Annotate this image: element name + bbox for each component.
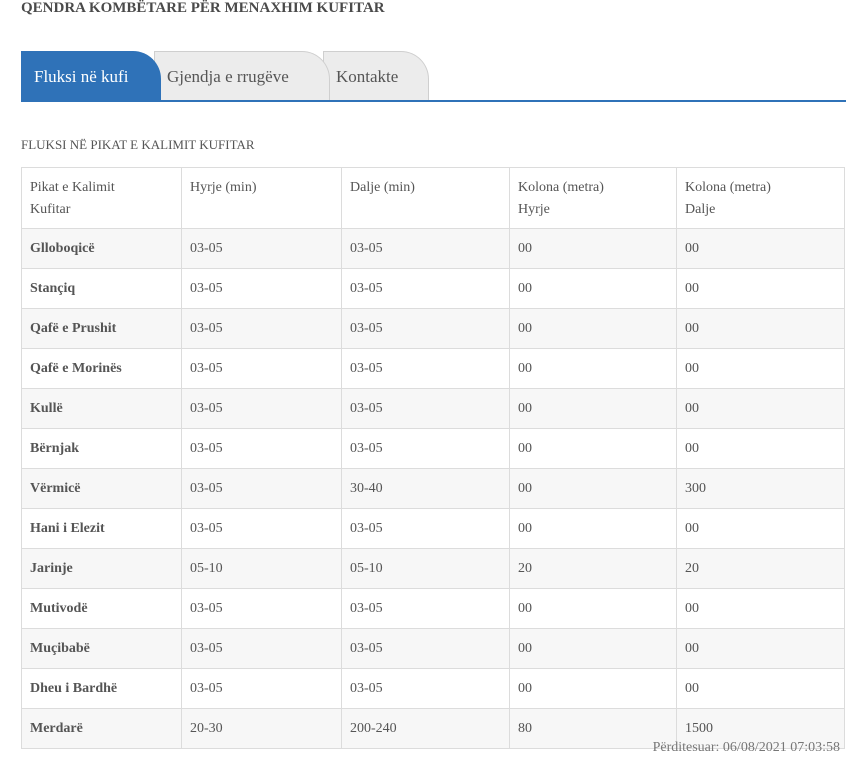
entry-time: 20-30 <box>181 708 342 749</box>
crossing-name: Mutivodë <box>21 588 182 629</box>
exit-time: 03-05 <box>341 308 510 349</box>
crossing-name: Merdarë <box>21 708 182 749</box>
table-row: Glloboqicë 03-05 03-05 00 00 <box>21 228 845 269</box>
queue-entry: 00 <box>509 668 677 709</box>
crossing-name: Hani i Elezit <box>21 508 182 549</box>
queue-exit: 00 <box>676 308 845 349</box>
header-queue-exit-line2: Dalje <box>685 202 716 217</box>
entry-time: 03-05 <box>181 388 342 429</box>
entry-time: 03-05 <box>181 668 342 709</box>
table-body: Glloboqicë 03-05 03-05 00 00 Stançiq 03-… <box>21 228 845 749</box>
queue-exit: 1500 <box>676 708 845 749</box>
exit-time: 03-05 <box>341 428 510 469</box>
queue-exit: 00 <box>676 588 845 629</box>
table-row: Muçibabë 03-05 03-05 00 00 <box>21 628 845 669</box>
queue-exit: 00 <box>676 268 845 309</box>
table-row: Bërnjak 03-05 03-05 00 00 <box>21 428 845 469</box>
table-row: Mutivodë 03-05 03-05 00 00 <box>21 588 845 629</box>
crossing-name: Vërmicë <box>21 468 182 509</box>
queue-exit: 300 <box>676 468 845 509</box>
queue-exit: 00 <box>676 668 845 709</box>
exit-time: 05-10 <box>341 548 510 589</box>
queue-entry: 00 <box>509 468 677 509</box>
crossing-name: Bërnjak <box>21 428 182 469</box>
exit-time: 03-05 <box>341 348 510 389</box>
queue-entry: 00 <box>509 348 677 389</box>
queue-exit: 00 <box>676 628 845 669</box>
last-updated-timestamp: Përditesuar: 06/08/2021 07:03:58 <box>652 740 840 755</box>
tab-bar: Fluksi në kufi Gjendja e rrugëve Kontakt… <box>21 51 846 102</box>
entry-time: 03-05 <box>181 308 342 349</box>
section-title: FLUKSI NË PIKAT E KALIMIT KUFITAR <box>21 137 255 152</box>
exit-time: 03-05 <box>341 628 510 669</box>
crossing-name: Muçibabë <box>21 628 182 669</box>
entry-time: 03-05 <box>181 508 342 549</box>
header-queue-exit: Kolona (metra) Dalje <box>676 167 845 229</box>
table-row: Stançiq 03-05 03-05 00 00 <box>21 268 845 309</box>
queue-entry: 00 <box>509 228 677 269</box>
header-queue-entry: Kolona (metra) Hyrje <box>509 167 677 229</box>
header-queue-exit-line1: Kolona (metra) <box>685 180 771 195</box>
exit-time: 03-05 <box>341 508 510 549</box>
crossing-name: Jarinje <box>21 548 182 589</box>
exit-time: 200-240 <box>341 708 510 749</box>
header-crossing-point: Pikat e Kalimit Kufitar <box>21 167 182 229</box>
entry-time: 03-05 <box>181 468 342 509</box>
crossing-name: Qafë e Morinës <box>21 348 182 389</box>
queue-exit: 00 <box>676 388 845 429</box>
exit-time: 03-05 <box>341 388 510 429</box>
page-title: QENDRA KOMBËTARE PËR MENAXHIM KUFITAR <box>21 0 385 16</box>
crossing-name: Glloboqicë <box>21 228 182 269</box>
table-header-row: Pikat e Kalimit Kufitar Hyrje (min) Dalj… <box>21 167 845 229</box>
exit-time: 03-05 <box>341 588 510 629</box>
queue-entry: 00 <box>509 388 677 429</box>
exit-time: 03-05 <box>341 228 510 269</box>
crossing-name: Qafë e Prushit <box>21 308 182 349</box>
entry-time: 03-05 <box>181 428 342 469</box>
queue-entry: 00 <box>509 628 677 669</box>
tab-contacts[interactable]: Kontakte <box>323 51 429 100</box>
queue-entry: 00 <box>509 588 677 629</box>
crossing-name: Stançiq <box>21 268 182 309</box>
queue-entry: 80 <box>509 708 677 749</box>
table-row: Dheu i Bardhë 03-05 03-05 00 00 <box>21 668 845 709</box>
header-crossing-line2: Kufitar <box>30 202 71 217</box>
header-queue-entry-line1: Kolona (metra) <box>518 180 604 195</box>
entry-time: 03-05 <box>181 628 342 669</box>
tab-border-flux[interactable]: Fluksi në kufi <box>21 51 161 100</box>
entry-time: 03-05 <box>181 228 342 269</box>
crossing-name: Kullë <box>21 388 182 429</box>
entry-time: 03-05 <box>181 348 342 389</box>
crossing-name: Dheu i Bardhë <box>21 668 182 709</box>
table-row: Kullë 03-05 03-05 00 00 <box>21 388 845 429</box>
table-row: Merdarë 20-30 200-240 80 1500 <box>21 708 845 749</box>
table-row: Jarinje 05-10 05-10 20 20 <box>21 548 845 589</box>
queue-exit: 00 <box>676 348 845 389</box>
queue-exit: 00 <box>676 508 845 549</box>
entry-time: 03-05 <box>181 268 342 309</box>
queue-exit: 00 <box>676 428 845 469</box>
header-crossing-line1: Pikat e Kalimit <box>30 180 115 195</box>
queue-entry: 00 <box>509 308 677 349</box>
queue-exit: 00 <box>676 228 845 269</box>
exit-time: 30-40 <box>341 468 510 509</box>
table-row: Vërmicë 03-05 30-40 00 300 <box>21 468 845 509</box>
header-exit-time: Dalje (min) <box>341 167 510 229</box>
queue-exit: 20 <box>676 548 845 589</box>
header-entry-time: Hyrje (min) <box>181 167 342 229</box>
queue-entry: 00 <box>509 268 677 309</box>
queue-entry: 00 <box>509 508 677 549</box>
exit-time: 03-05 <box>341 268 510 309</box>
exit-time: 03-05 <box>341 668 510 709</box>
entry-time: 05-10 <box>181 548 342 589</box>
queue-entry: 20 <box>509 548 677 589</box>
tab-road-conditions[interactable]: Gjendja e rrugëve <box>154 51 330 100</box>
table-row: Qafë e Morinës 03-05 03-05 00 00 <box>21 348 845 389</box>
entry-time: 03-05 <box>181 588 342 629</box>
table-row: Qafë e Prushit 03-05 03-05 00 00 <box>21 308 845 349</box>
header-queue-entry-line2: Hyrje <box>518 202 550 217</box>
border-flux-table: Pikat e Kalimit Kufitar Hyrje (min) Dalj… <box>21 167 845 749</box>
queue-entry: 00 <box>509 428 677 469</box>
table-row: Hani i Elezit 03-05 03-05 00 00 <box>21 508 845 549</box>
